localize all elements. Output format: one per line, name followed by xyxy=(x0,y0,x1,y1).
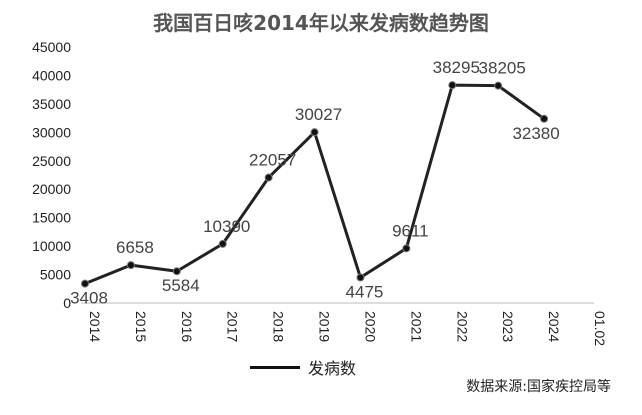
x-tick-label: 2022 xyxy=(454,311,470,342)
data-point xyxy=(356,273,365,282)
data-label: 4475 xyxy=(346,283,384,302)
x-tick-label: 2020 xyxy=(362,311,378,342)
y-tick-label: 5000 xyxy=(40,267,71,283)
data-point xyxy=(218,239,227,248)
x-tick-label: 2023 xyxy=(500,311,516,342)
x-tick-label: 01.02 xyxy=(592,311,608,346)
y-tick-label: 0 xyxy=(63,295,71,311)
data-label: 10390 xyxy=(203,217,250,236)
data-label: 38295 xyxy=(433,58,480,77)
data-point xyxy=(402,244,411,253)
y-tick-label: 40000 xyxy=(32,67,71,83)
data-point xyxy=(172,267,181,276)
data-label: 38205 xyxy=(479,59,526,78)
data-label: 6658 xyxy=(116,238,154,257)
x-tick-label: 2021 xyxy=(408,311,424,342)
x-tick-label: 2019 xyxy=(317,311,333,342)
data-point xyxy=(81,279,89,288)
chart-svg: 0 5000 10000 15000 20000 25000 30000 35000 40000… xyxy=(32,39,608,346)
y-tick-label: 15000 xyxy=(32,210,71,226)
y-tick-label: 20000 xyxy=(32,181,71,197)
x-tick-label: 2017 xyxy=(225,311,241,342)
data-label: 3408 xyxy=(70,289,108,308)
y-tick-label: 45000 xyxy=(32,39,71,55)
data-point xyxy=(448,81,457,90)
data-point xyxy=(264,173,273,182)
x-tick-label: 2015 xyxy=(133,311,149,342)
data-point xyxy=(126,261,135,270)
data-label: 30027 xyxy=(295,105,342,124)
y-tick-label: 25000 xyxy=(32,153,71,169)
data-label: 5584 xyxy=(162,276,200,295)
data-label: 32380 xyxy=(512,124,559,143)
legend-line-swatch xyxy=(250,365,300,369)
chart-frame: 我国百日咳2014年以来发病数趋势图 0 5000 10000 15000 20000 2… xyxy=(5,5,637,405)
y-tick-label: 35000 xyxy=(32,96,71,112)
data-label: 22057 xyxy=(249,151,296,170)
data-point xyxy=(494,81,503,90)
legend-label: 发病数 xyxy=(308,359,357,378)
data-label: 9611 xyxy=(392,221,429,240)
y-tick-label: 30000 xyxy=(32,124,71,140)
x-tick-label: 2018 xyxy=(271,311,287,342)
data-point xyxy=(540,114,549,123)
source-note: 数据来源:国家疾控局等 xyxy=(466,379,611,395)
y-tick-label: 10000 xyxy=(32,238,71,254)
x-tick-label: 2024 xyxy=(546,311,562,342)
x-tick-label: 2016 xyxy=(179,311,195,342)
x-tick-label: 2014 xyxy=(87,311,103,342)
legend: 发病数 xyxy=(250,355,356,379)
chart-title: 我国百日咳2014年以来发病数趋势图 xyxy=(153,11,489,35)
data-point xyxy=(310,128,319,137)
